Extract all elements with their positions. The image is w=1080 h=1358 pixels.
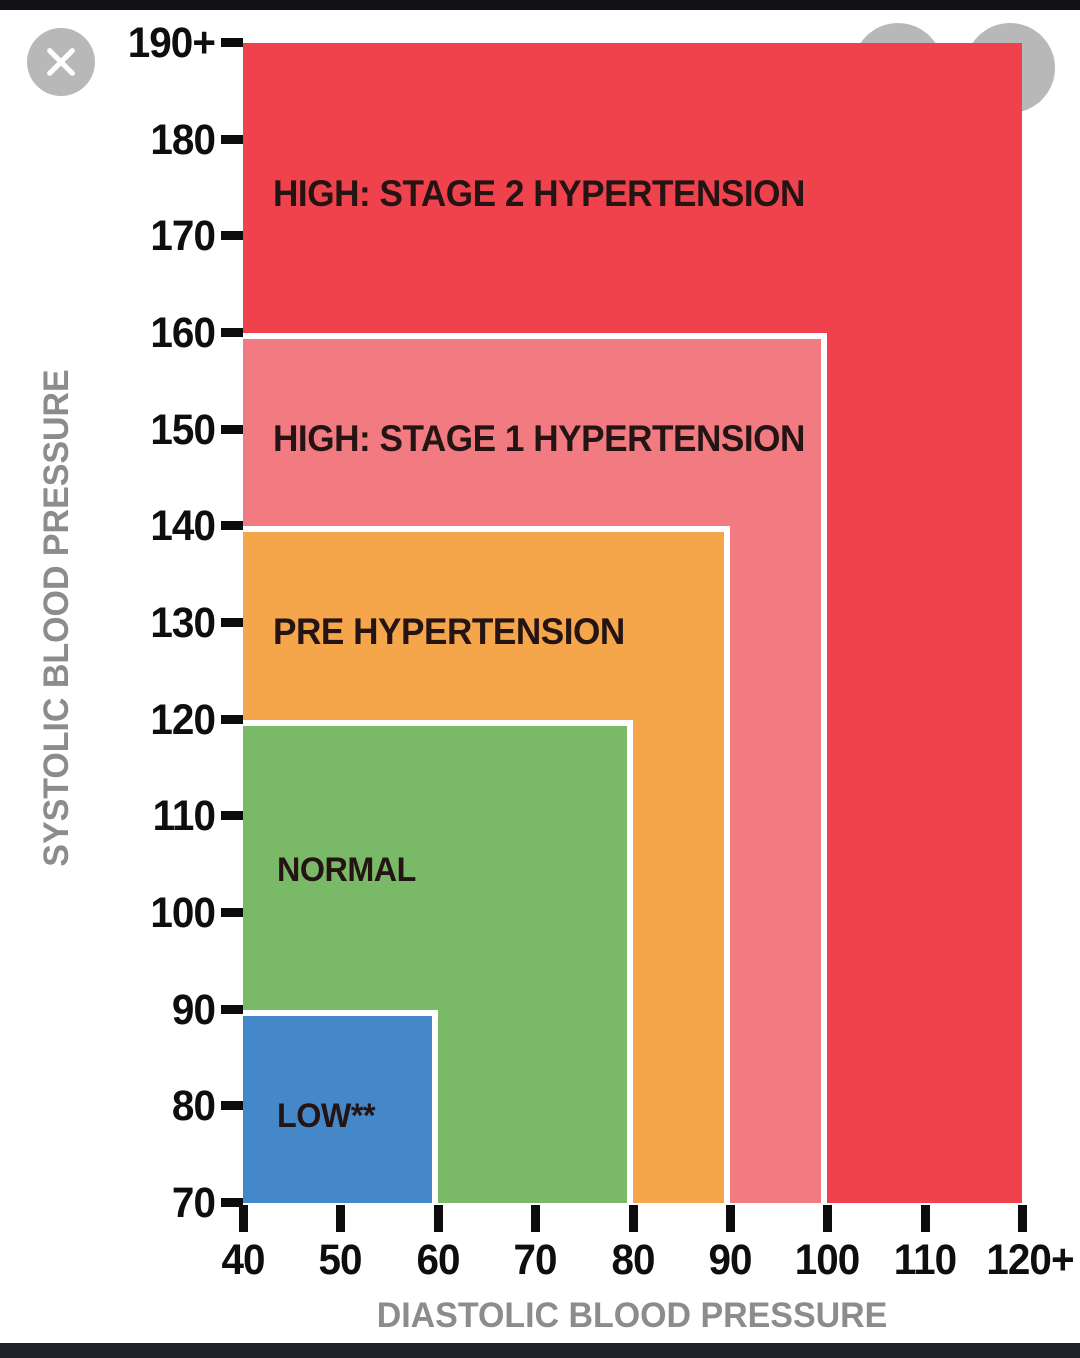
zone-label-low: LOW** (277, 1097, 376, 1135)
y-tick-label: 110 (152, 792, 216, 840)
y-tick-label: 70 (171, 1179, 216, 1227)
y-tick-mark (221, 38, 243, 47)
close-icon (44, 45, 78, 79)
x-tick-label: 40 (221, 1236, 265, 1284)
zone-label-normal: NORMAL (277, 851, 416, 889)
y-tick-label: 180 (150, 116, 216, 164)
x-axis-title: DIASTOLIC BLOOD PRESSURE (376, 1296, 888, 1335)
x-tick-label: 90 (708, 1236, 752, 1284)
y-tick-mark (221, 908, 243, 917)
x-tick-mark (434, 1205, 443, 1232)
x-tick-mark (823, 1205, 832, 1232)
x-tick-label: 110 (893, 1236, 957, 1284)
x-tick-mark (336, 1205, 345, 1232)
y-tick-label: 140 (150, 502, 216, 550)
y-tick-label: 170 (150, 212, 216, 260)
y-tick-mark (221, 425, 243, 434)
top-system-bar (0, 0, 1080, 10)
zone-label-pre: PRE HYPERTENSION (273, 611, 625, 652)
x-tick-label: 120+ (986, 1236, 1074, 1284)
y-tick-mark (221, 135, 243, 144)
y-tick-label: 90 (171, 986, 216, 1034)
x-tick-label: 100 (794, 1236, 861, 1284)
y-tick-label: 130 (150, 599, 216, 647)
y-tick-mark (221, 1101, 243, 1110)
x-tick-label: 50 (318, 1236, 362, 1284)
x-tick-mark (726, 1205, 735, 1232)
close-button[interactable] (27, 28, 95, 96)
zone-low (243, 1010, 438, 1203)
x-tick-label: 60 (416, 1236, 460, 1284)
bp-chart-plot-area: HIGH: STAGE 2 HYPERTENSION HIGH: STAGE 1… (243, 43, 1022, 1203)
y-tick-mark (221, 1005, 243, 1014)
x-tick-mark (921, 1205, 930, 1232)
y-tick-mark (221, 715, 243, 724)
y-tick-mark (221, 521, 243, 530)
y-tick-mark (221, 328, 243, 337)
y-axis-title: SYSTOLIC BLOOD PRESSURE (37, 369, 76, 867)
zone-label-stage1: HIGH: STAGE 1 HYPERTENSION (273, 418, 805, 459)
bottom-system-bar (0, 1343, 1080, 1358)
y-tick-mark (221, 618, 243, 627)
x-tick-label: 70 (513, 1236, 557, 1284)
zone-label-stage2: HIGH: STAGE 2 HYPERTENSION (273, 173, 805, 214)
x-tick-mark (531, 1205, 540, 1232)
x-tick-mark (239, 1205, 248, 1232)
y-tick-label: 190+ (127, 19, 216, 67)
y-tick-label: 100 (150, 889, 216, 937)
y-tick-mark (221, 1198, 243, 1207)
y-tick-label: 160 (150, 309, 216, 357)
y-tick-label: 150 (150, 406, 216, 454)
x-tick-label: 80 (611, 1236, 655, 1284)
x-tick-mark (629, 1205, 638, 1232)
y-tick-label: 80 (171, 1082, 216, 1130)
x-tick-mark (1018, 1205, 1027, 1232)
y-tick-label: 120 (150, 696, 216, 744)
y-tick-mark (221, 231, 243, 240)
y-tick-mark (221, 811, 243, 820)
